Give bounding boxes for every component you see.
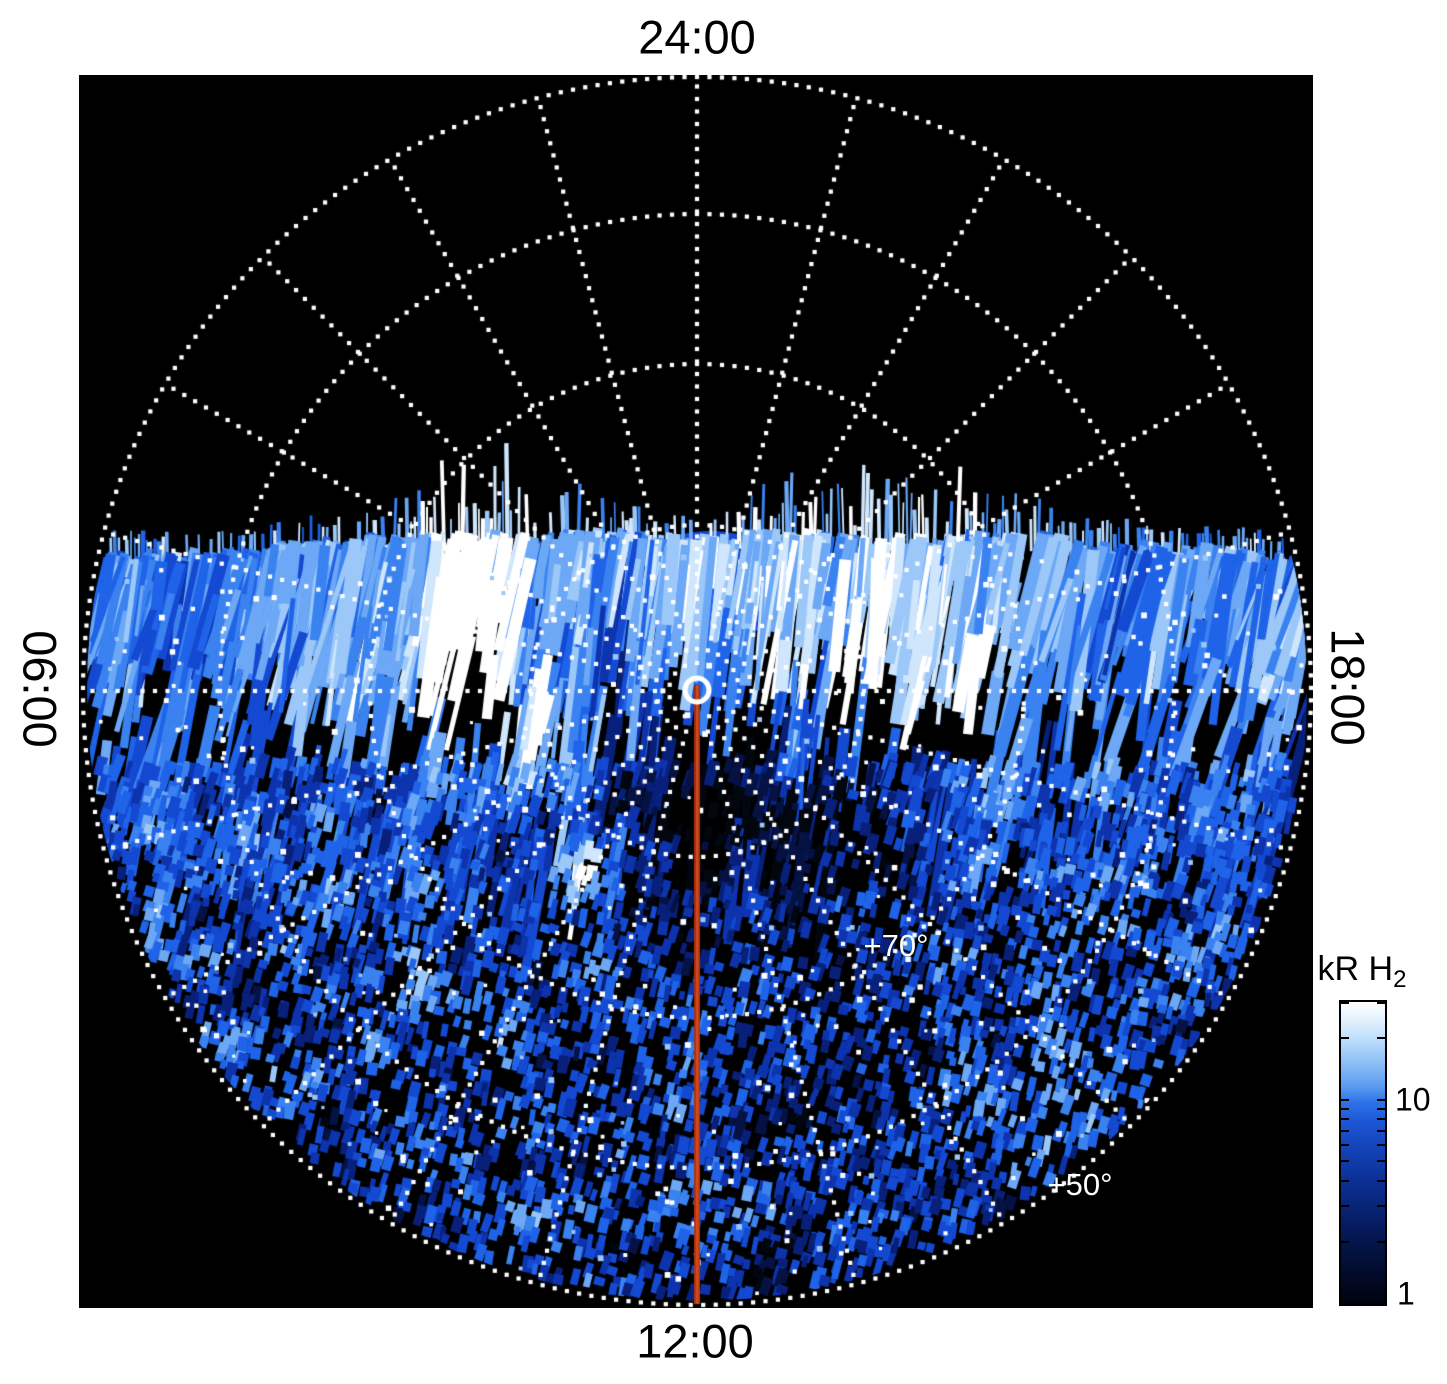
colorbar-tick	[1377, 1179, 1385, 1182]
colorbar-tick	[1341, 1098, 1349, 1101]
colorbar-tick	[1377, 1143, 1385, 1146]
local-time-label-midnight: 24:00	[638, 10, 756, 64]
colorbar-tick	[1341, 1118, 1349, 1121]
colorbar-title-subscript: 2	[1393, 966, 1407, 993]
colorbar-tick	[1377, 1118, 1385, 1121]
colorbar-tick	[1377, 1098, 1385, 1101]
colorbar-gradient	[1339, 1000, 1387, 1306]
colorbar: kR H2 10 1	[1318, 950, 1431, 1312]
colorbar-tick	[1341, 1143, 1349, 1146]
colorbar-tick	[1341, 1160, 1349, 1163]
colorbar-tick	[1341, 1107, 1349, 1110]
polar-plot-area: +70° +50°	[79, 75, 1313, 1308]
colorbar-tick	[1341, 1002, 1349, 1004]
colorbar-tick	[1377, 1107, 1385, 1110]
local-time-label-dusk: 18:00	[1321, 628, 1375, 746]
local-time-label-noon: 12:00	[636, 1314, 754, 1368]
colorbar-title: kR H2	[1318, 950, 1407, 994]
aurora-polar-map-canvas	[79, 75, 1313, 1308]
local-time-label-dawn: 06:00	[13, 630, 67, 748]
colorbar-tick	[1377, 1130, 1385, 1133]
colorbar-tick-label-10: 10	[1395, 1081, 1431, 1118]
colorbar-tick	[1377, 1160, 1385, 1163]
colorbar-tick	[1377, 1037, 1385, 1039]
colorbar-tick	[1377, 1205, 1385, 1208]
colorbar-tick	[1341, 1205, 1349, 1208]
colorbar-tick	[1341, 1179, 1349, 1182]
colorbar-tick	[1341, 1037, 1349, 1039]
colorbar-tick-label-1: 1	[1397, 1275, 1415, 1312]
colorbar-tick	[1341, 1241, 1349, 1244]
colorbar-tick	[1377, 1241, 1385, 1244]
colorbar-tick	[1377, 1002, 1385, 1004]
colorbar-title-text: kR H	[1317, 950, 1394, 988]
colorbar-tick	[1341, 1130, 1349, 1133]
latitude-label-plus70: +70°	[863, 928, 929, 963]
latitude-label-plus50: +50°	[1047, 1167, 1113, 1202]
